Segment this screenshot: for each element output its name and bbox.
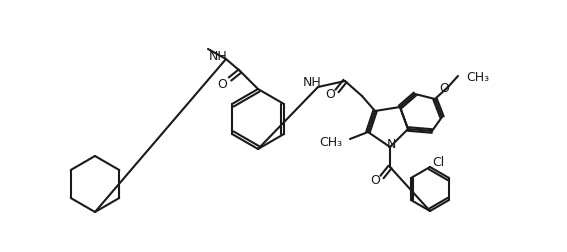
- Text: N: N: [386, 138, 396, 151]
- Text: O: O: [370, 173, 380, 186]
- Text: O: O: [439, 81, 449, 94]
- Text: Cl: Cl: [432, 155, 445, 168]
- Text: NH: NH: [209, 49, 227, 62]
- Text: NH: NH: [303, 75, 321, 88]
- Text: O: O: [217, 77, 227, 90]
- Text: CH₃: CH₃: [466, 70, 489, 83]
- Text: CH₃: CH₃: [319, 135, 342, 148]
- Text: O: O: [325, 87, 335, 100]
